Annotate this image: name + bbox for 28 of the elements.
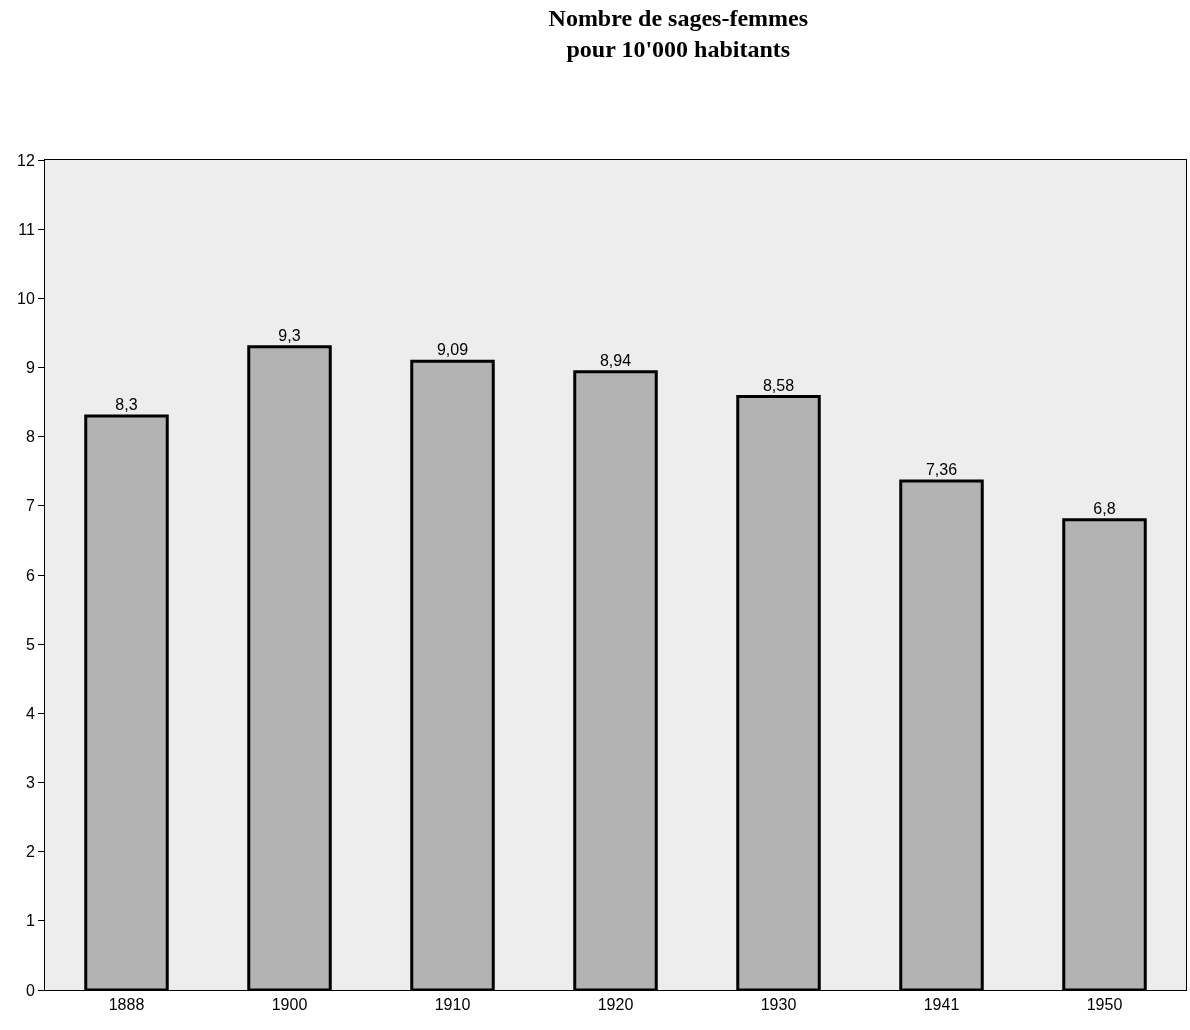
data-label: 8,94 bbox=[599, 351, 632, 369]
y-tick-label: 9 bbox=[25, 359, 35, 377]
x-tick-label: 1941 bbox=[923, 996, 960, 1014]
x-tick-label: 1920 bbox=[597, 996, 634, 1014]
chart-title: Nombre de sages-femmes pour 10'000 habitants bbox=[548, 4, 809, 62]
data-label: 9,3 bbox=[278, 326, 301, 344]
y-tick-label: 7 bbox=[25, 497, 35, 515]
x-tick-label: 1910 bbox=[434, 996, 471, 1014]
data-label: 7,36 bbox=[925, 460, 958, 478]
data-label: 8,3 bbox=[115, 395, 138, 413]
x-tick-label: 1888 bbox=[108, 996, 145, 1014]
y-tick-label: 8 bbox=[25, 428, 35, 446]
x-tick-label: 1900 bbox=[271, 996, 308, 1014]
data-label: 9,09 bbox=[436, 341, 469, 359]
y-tick-label: 5 bbox=[25, 635, 35, 653]
y-tick-label: 3 bbox=[25, 774, 35, 792]
y-tick-label: 0 bbox=[25, 981, 35, 999]
y-tick-label: 4 bbox=[25, 704, 35, 722]
y-tick-label: 2 bbox=[25, 843, 35, 861]
x-tick-label: 1950 bbox=[1086, 996, 1123, 1014]
y-tick-label: 10 bbox=[17, 289, 35, 307]
data-label: 6,8 bbox=[1093, 499, 1116, 517]
y-tick-label: 11 bbox=[18, 220, 35, 238]
y-tick-label: 12 bbox=[17, 151, 35, 169]
data-label: 8,58 bbox=[762, 376, 795, 394]
x-tick-label: 1930 bbox=[760, 996, 797, 1014]
y-tick-label: 6 bbox=[25, 566, 35, 584]
y-tick-label: 1 bbox=[25, 912, 35, 930]
